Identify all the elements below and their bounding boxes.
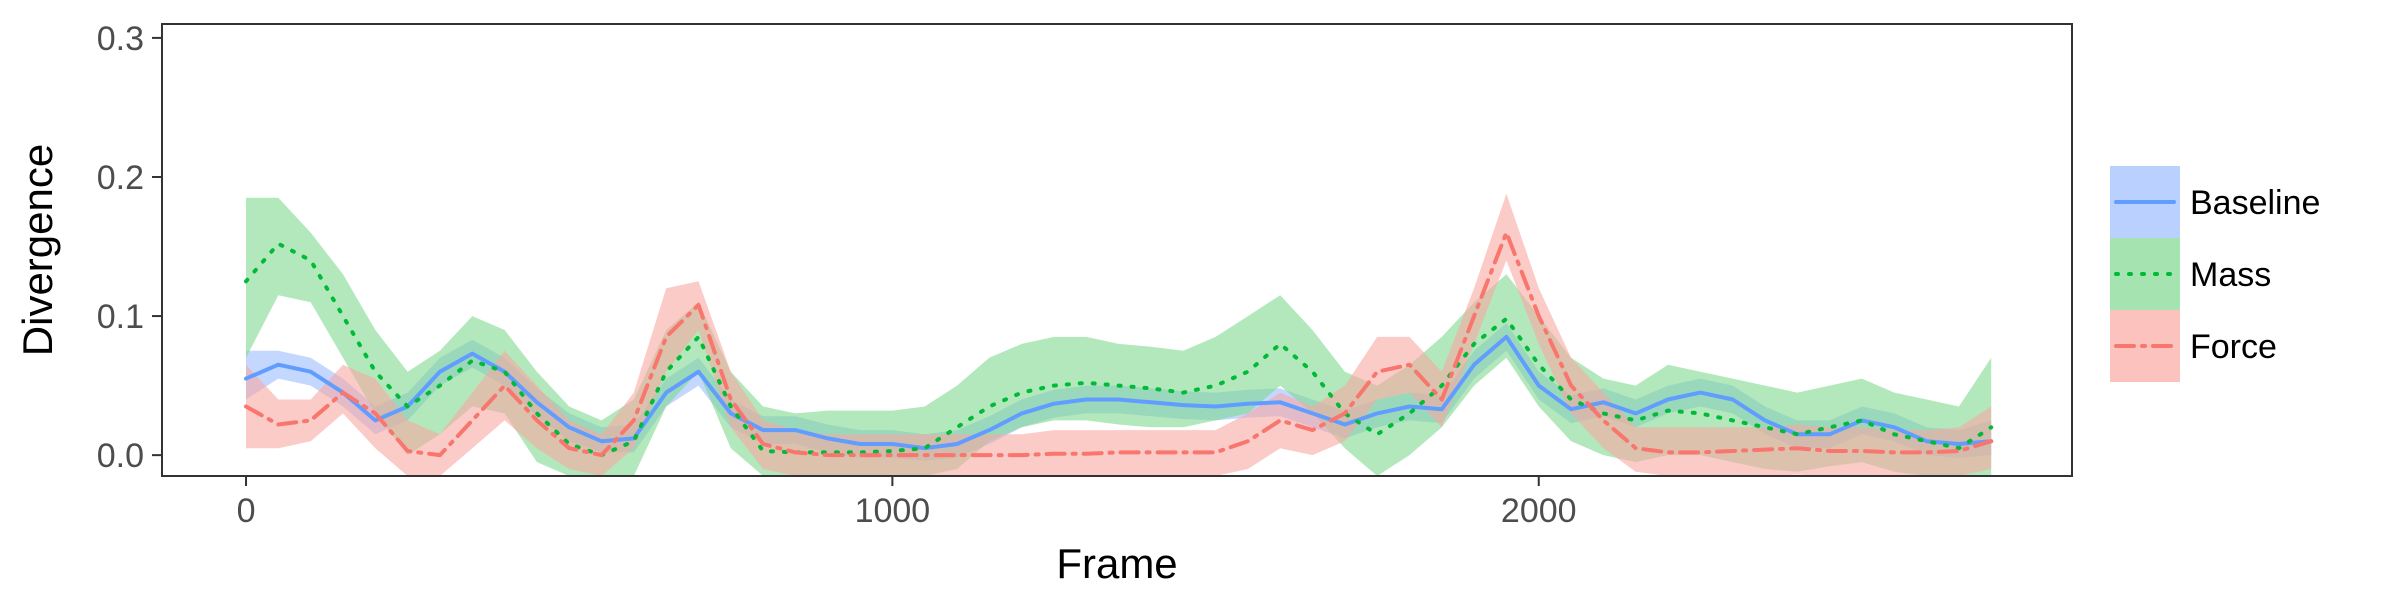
mass-line [244,241,1994,458]
x-tick-label: 1000 [855,492,931,530]
legend-item-force: Force [2110,310,2277,382]
legend-item-baseline: Baseline [2110,166,2320,238]
y-tick-label: 0.1 [97,298,144,336]
force-band [246,193,1992,476]
force-line [244,230,1994,458]
y-axis-title: Divergence [14,144,61,356]
x-axis: 0 1000 2000 [237,476,1577,530]
series-lines [244,230,1994,458]
baseline-line [244,334,1994,451]
mass-band [246,197,1992,476]
legend-label-baseline: Baseline [2190,184,2320,222]
y-tick-label: 0.3 [97,20,144,58]
plot-panel-border [161,23,2073,477]
confidence-bands [246,193,1992,476]
y-tick-label: 0.2 [97,159,144,197]
legend-label-force: Force [2190,328,2277,366]
y-tick-label: 0.0 [97,437,144,475]
x-tick-label: 2000 [1501,492,1577,530]
legend-label-mass: Mass [2190,256,2271,294]
legend-item-mass: Mass [2110,238,2271,310]
x-tick-label: 0 [237,492,256,530]
x-axis-title: Frame [1056,540,1177,587]
y-axis: 0.0 0.1 0.2 0.3 [97,20,162,475]
legend: Baseline Mass Force [2110,166,2320,382]
